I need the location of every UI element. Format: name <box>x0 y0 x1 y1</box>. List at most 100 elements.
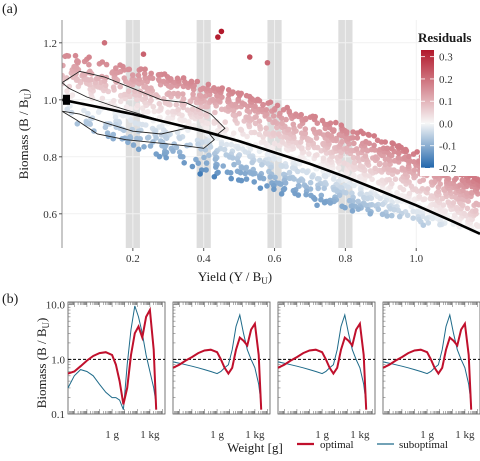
scatter-point <box>304 170 310 176</box>
colorbar-tick-label: -0.1 <box>439 141 456 153</box>
scatter-point <box>265 152 271 158</box>
y-tick-label: 1.0 <box>43 95 57 107</box>
x-tick-label: 1 kg <box>455 429 475 441</box>
scatter-point <box>351 173 357 179</box>
scatter-point <box>181 75 187 81</box>
y-tick-label: 10.0 <box>46 300 66 312</box>
spectrum-frame <box>278 302 375 414</box>
scatter-point <box>175 107 181 113</box>
scatter-point <box>298 112 304 118</box>
scatter-point <box>73 53 79 59</box>
scatter-point <box>163 155 169 161</box>
scatter-point <box>271 113 277 119</box>
scatter-point <box>170 148 176 154</box>
spectra-legend: optimal suboptimal <box>297 439 448 451</box>
scatter-point <box>190 164 196 170</box>
scatter-point <box>250 171 256 177</box>
scatter-point <box>196 160 202 166</box>
scatter-point <box>182 118 188 124</box>
scatter-point <box>414 149 420 155</box>
scatter-point <box>111 98 117 104</box>
scatter-point <box>60 63 66 69</box>
scatter-point <box>321 155 327 161</box>
scatter-point <box>376 207 382 213</box>
x-tick-label: 0.6 <box>268 253 282 265</box>
scatter-point <box>230 155 236 161</box>
spectrum-frame <box>173 302 270 414</box>
scatter-point <box>293 111 299 117</box>
scatter-point <box>70 92 76 98</box>
scatter-point <box>198 146 204 152</box>
scatter-point <box>275 103 281 109</box>
scatter-point <box>380 212 386 218</box>
scatter-point <box>201 155 207 161</box>
scatter-point <box>295 169 301 175</box>
scatter-point <box>126 88 132 94</box>
scatter-point <box>236 177 242 183</box>
scatter-point <box>189 79 195 85</box>
scatter-point <box>410 209 416 215</box>
scatter-point <box>257 175 263 181</box>
scatter-point <box>397 185 403 191</box>
scatter-point <box>148 71 154 77</box>
scatter-point <box>322 200 328 206</box>
spectra-x-axis-title: Weight [g] <box>227 440 283 455</box>
scatter-point <box>271 187 277 193</box>
scatter-point <box>100 59 106 65</box>
scatter-point <box>135 103 141 109</box>
scatter-point <box>259 162 265 168</box>
scatter-point <box>219 85 225 91</box>
scatter-point <box>361 195 367 201</box>
scatter-point <box>225 169 231 175</box>
scatter-point <box>164 135 170 141</box>
scatter-point <box>453 176 459 182</box>
colorbar-tick-label: 0.3 <box>439 52 453 64</box>
scatter-point <box>212 110 218 116</box>
scatter-point <box>284 105 290 111</box>
scatter-point <box>117 62 123 68</box>
x-tick-label: 0.8 <box>339 253 353 265</box>
outlier-point <box>247 54 253 60</box>
scatter-point <box>204 160 210 166</box>
scatter-point <box>358 129 364 135</box>
scatter-x-axis-title: Yield (Y / BU) <box>198 269 272 286</box>
scatter-point <box>382 162 388 168</box>
scatter-point <box>238 91 244 97</box>
legend-suboptimal-label: suboptimal <box>399 439 448 451</box>
x-tick-label: 1.0 <box>409 253 423 265</box>
scatter-point <box>280 163 286 169</box>
scatter-point <box>320 118 326 124</box>
scatter-point <box>251 179 257 185</box>
scatter-point <box>268 99 274 105</box>
scatter-point <box>255 97 261 103</box>
scatter-point <box>308 180 314 186</box>
scatter-point <box>473 208 479 214</box>
outlier-point <box>279 191 285 197</box>
scatter-point <box>157 154 163 160</box>
scatter-point <box>437 222 443 228</box>
x-tick-label: 1 g <box>210 429 224 441</box>
scatter-point <box>400 165 406 171</box>
scatter-point <box>178 154 184 160</box>
scatter-point <box>410 215 416 221</box>
scatter-point <box>296 192 302 198</box>
scatter-point <box>136 147 142 153</box>
scatter-point <box>174 102 180 108</box>
scatter-point <box>372 147 378 153</box>
scatter-point <box>272 119 278 125</box>
outlier-point <box>265 60 271 66</box>
scatter-point <box>382 139 388 145</box>
scatter-point <box>296 178 302 184</box>
scatter-point <box>437 181 443 187</box>
scatter-point <box>181 160 187 166</box>
scatter-point <box>412 167 418 173</box>
colorbar-tick-label: -0.2 <box>439 163 456 175</box>
scatter-point <box>195 79 201 85</box>
scatter-point <box>315 186 321 192</box>
legend-optimal-label: optimal <box>320 439 354 451</box>
scatter-point <box>206 153 212 159</box>
y-tick-label: 0.8 <box>43 152 57 164</box>
scatter-point <box>371 133 377 139</box>
residuals-colorbar: Residuals 0.30.20.10.0-0.1-0.2 <box>418 30 480 176</box>
